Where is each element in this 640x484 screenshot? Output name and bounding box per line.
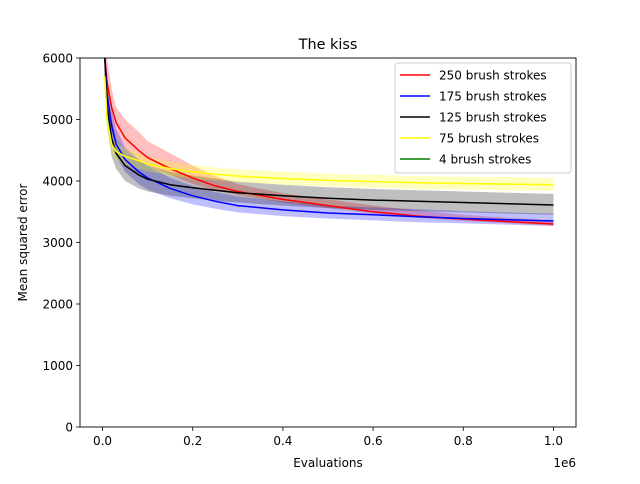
- x-tick-label: 0.6: [364, 434, 383, 448]
- legend-label: 175 brush strokes: [439, 89, 547, 103]
- y-axis: 0 1000 2000 3000 4000 5000 6000: [42, 51, 80, 434]
- legend-label: 75 brush strokes: [439, 131, 539, 145]
- x-tick-label: 0.8: [454, 434, 473, 448]
- y-tick-label: 5000: [42, 113, 73, 127]
- y-tick-label: 0: [65, 420, 73, 434]
- y-tick-label: 2000: [42, 297, 73, 311]
- x-axis: 0.0 0.2 0.4 0.6 0.8 1.0: [93, 427, 563, 448]
- y-tick-label: 3000: [42, 236, 73, 250]
- line-175-brush-strokes: [104, 57, 554, 222]
- legend-box: [394, 62, 572, 174]
- legend-label: 125 brush strokes: [439, 110, 547, 124]
- legend: 250 brush strokes 175 brush strokes 125 br…: [394, 62, 572, 174]
- y-axis-label: Mean squared error: [16, 183, 30, 301]
- band-75-brush-strokes: [104, 58, 554, 191]
- legend-label: 4 brush strokes: [439, 152, 531, 166]
- x-tick-label: 1.0: [544, 434, 563, 448]
- line-75-brush-strokes: [104, 76, 554, 186]
- band-125-brush-strokes: [104, 58, 554, 215]
- x-axis-offset-label: 1e6: [553, 456, 576, 470]
- y-tick-label: 6000: [42, 51, 73, 65]
- y-tick-label: 1000: [42, 359, 73, 373]
- chart-title: The kiss: [298, 37, 358, 53]
- legend-label: 250 brush strokes: [439, 68, 547, 82]
- band-250-brush-strokes: [104, 58, 554, 226]
- y-tick-label: 4000: [42, 174, 73, 188]
- x-tick-label: 0.4: [273, 434, 292, 448]
- confidence-bands: [104, 58, 554, 226]
- series-lines: [104, 57, 554, 225]
- x-axis-label: Evaluations: [293, 456, 363, 470]
- x-tick-label: 0.0: [93, 434, 112, 448]
- x-tick-label: 0.2: [183, 434, 202, 448]
